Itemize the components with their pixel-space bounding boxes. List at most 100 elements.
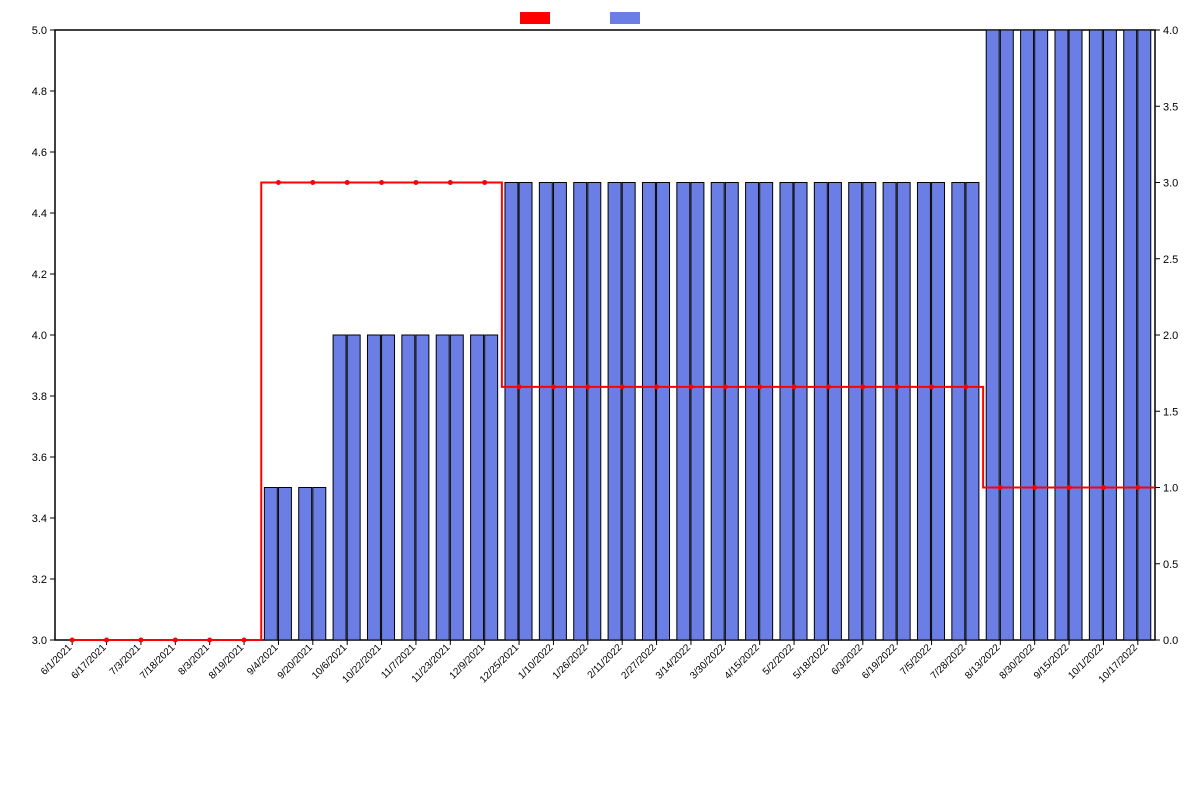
line-marker bbox=[929, 384, 934, 389]
x-tick-label: 7/5/2022 bbox=[898, 642, 934, 678]
line-marker bbox=[620, 384, 625, 389]
yright-tick-label: 0.0 bbox=[1163, 635, 1178, 647]
bar bbox=[657, 183, 670, 641]
bar bbox=[539, 183, 552, 641]
yleft-tick-label: 4.4 bbox=[32, 208, 47, 220]
bar bbox=[299, 488, 312, 641]
line-marker bbox=[345, 180, 350, 185]
yright-tick-label: 3.0 bbox=[1163, 178, 1178, 190]
legend-swatch bbox=[520, 12, 550, 24]
line-marker bbox=[963, 384, 968, 389]
line-marker bbox=[276, 180, 281, 185]
bar bbox=[642, 183, 655, 641]
x-tick-label: 4/15/2022 bbox=[723, 642, 763, 682]
x-tick-label: 6/3/2022 bbox=[830, 642, 866, 678]
line-marker bbox=[1135, 485, 1140, 490]
yleft-tick-label: 3.4 bbox=[32, 513, 47, 525]
legend-swatch bbox=[610, 12, 640, 24]
yleft-tick-label: 4.8 bbox=[32, 86, 47, 98]
bar bbox=[1069, 30, 1082, 640]
bar bbox=[1138, 30, 1151, 640]
x-tick-label: 8/13/2022 bbox=[963, 642, 1003, 682]
bar bbox=[382, 335, 395, 640]
line-marker bbox=[413, 180, 418, 185]
yright-tick-label: 0.5 bbox=[1163, 559, 1178, 571]
line-marker bbox=[310, 180, 315, 185]
bar bbox=[986, 30, 999, 640]
bar bbox=[952, 183, 965, 641]
x-tick-label: 2/27/2022 bbox=[619, 642, 659, 682]
x-tick-label: 9/4/2021 bbox=[245, 642, 281, 678]
x-tick-label: 5/18/2022 bbox=[791, 642, 831, 682]
line-marker bbox=[757, 384, 762, 389]
x-tick-label: 1/10/2022 bbox=[516, 642, 556, 682]
bar bbox=[471, 335, 484, 640]
bar bbox=[264, 488, 277, 641]
yleft-tick-label: 4.0 bbox=[32, 330, 47, 342]
x-tick-label: 9/20/2021 bbox=[276, 642, 316, 682]
line-marker bbox=[207, 638, 212, 643]
x-tick-label: 8/30/2022 bbox=[998, 642, 1038, 682]
line-marker bbox=[517, 384, 522, 389]
line-marker bbox=[173, 638, 178, 643]
bar bbox=[1055, 30, 1068, 640]
bar bbox=[416, 335, 429, 640]
bar bbox=[1000, 30, 1013, 640]
line-marker bbox=[482, 180, 487, 185]
bar bbox=[278, 488, 291, 641]
line-marker bbox=[551, 384, 556, 389]
x-tick-label: 2/11/2022 bbox=[586, 642, 625, 681]
bar bbox=[450, 335, 463, 640]
bar bbox=[1103, 30, 1116, 640]
x-tick-label: 3/30/2022 bbox=[688, 642, 728, 682]
yright-tick-label: 1.5 bbox=[1163, 406, 1178, 418]
bar bbox=[1021, 30, 1034, 640]
line-marker bbox=[826, 384, 831, 389]
yleft-tick-label: 5.0 bbox=[32, 25, 47, 37]
line-marker bbox=[1101, 485, 1106, 490]
x-tick-label: 8/3/2021 bbox=[176, 642, 212, 678]
bar bbox=[828, 183, 841, 641]
yright-tick-label: 1.0 bbox=[1163, 483, 1178, 495]
line-marker bbox=[379, 180, 384, 185]
line-marker bbox=[585, 384, 590, 389]
line-marker bbox=[723, 384, 728, 389]
line-marker bbox=[1032, 485, 1037, 490]
x-tick-label: 3/14/2022 bbox=[654, 642, 694, 682]
yleft-tick-label: 3.6 bbox=[32, 452, 47, 464]
bar bbox=[608, 183, 621, 641]
bar bbox=[436, 335, 449, 640]
x-tick-label: 1/26/2022 bbox=[551, 642, 591, 682]
x-tick-label: 7/18/2021 bbox=[138, 642, 178, 682]
combo-chart: 3.03.23.43.63.84.04.24.44.64.85.00.00.51… bbox=[0, 0, 1200, 800]
line-marker bbox=[1067, 485, 1072, 490]
x-tick-label: 5/2/2022 bbox=[761, 642, 797, 678]
bar bbox=[883, 183, 896, 641]
line-marker bbox=[688, 384, 693, 389]
yright-tick-label: 2.5 bbox=[1163, 254, 1178, 266]
bar bbox=[333, 335, 346, 640]
x-tick-label: 7/3/2021 bbox=[108, 642, 144, 678]
line-marker bbox=[448, 180, 453, 185]
line-marker bbox=[654, 384, 659, 389]
x-tick-label: 9/15/2022 bbox=[1032, 642, 1072, 682]
x-tick-label: 6/19/2022 bbox=[860, 642, 900, 682]
bar bbox=[485, 335, 498, 640]
bar bbox=[814, 183, 827, 641]
bar bbox=[313, 488, 326, 641]
bar bbox=[367, 335, 380, 640]
bar bbox=[519, 183, 532, 641]
yright-tick-label: 3.5 bbox=[1163, 101, 1178, 113]
bar bbox=[691, 183, 704, 641]
yleft-tick-label: 3.2 bbox=[32, 574, 47, 586]
bar bbox=[794, 183, 807, 641]
bar bbox=[402, 335, 415, 640]
x-tick-label: 6/1/2021 bbox=[39, 642, 75, 678]
yleft-tick-label: 3.0 bbox=[32, 635, 47, 647]
bar bbox=[897, 183, 910, 641]
bar bbox=[725, 183, 738, 641]
bar bbox=[1035, 30, 1048, 640]
bar bbox=[347, 335, 360, 640]
bar bbox=[863, 183, 876, 641]
yright-tick-label: 4.0 bbox=[1163, 25, 1178, 37]
